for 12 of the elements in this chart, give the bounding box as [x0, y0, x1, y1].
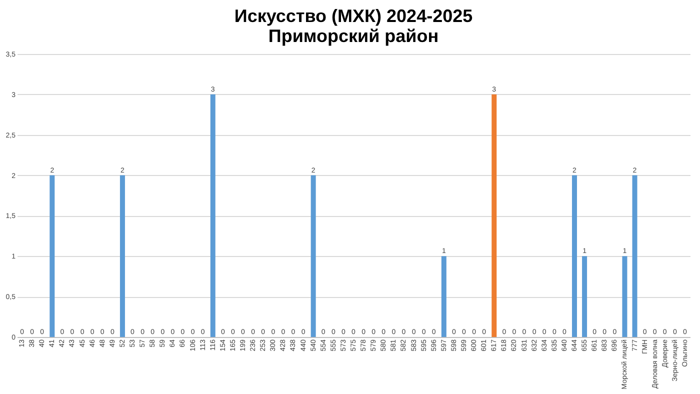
bar — [632, 175, 638, 337]
bar — [582, 256, 588, 337]
bar — [572, 175, 577, 337]
bar — [210, 94, 216, 337]
bar — [50, 175, 55, 337]
bar — [310, 175, 316, 337]
text: Искусство (МХК) 2024-2025 — [234, 6, 473, 26]
bar — [622, 256, 628, 337]
text: Приморский район — [268, 26, 439, 46]
bar — [492, 94, 497, 337]
bar — [441, 256, 446, 337]
bar — [120, 175, 125, 337]
